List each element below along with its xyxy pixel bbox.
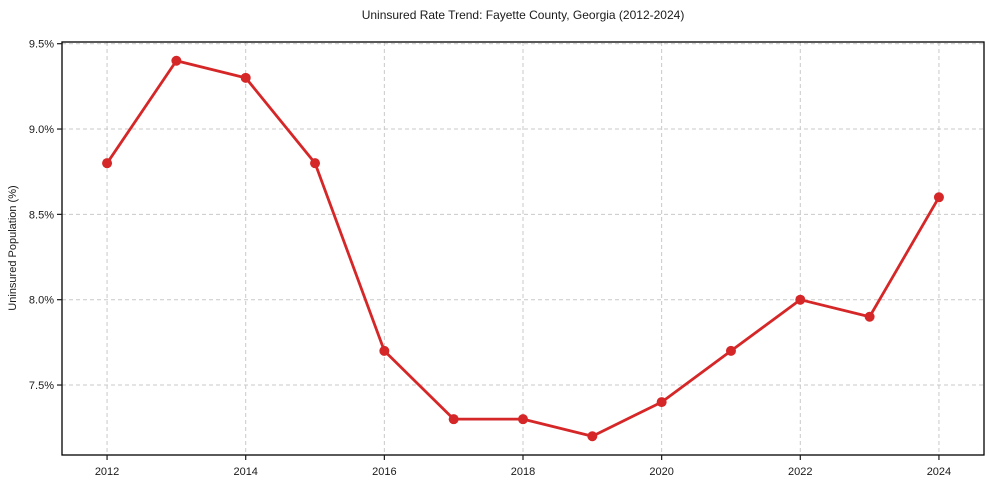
x-tick-label: 2018 <box>511 466 535 478</box>
y-tick-label: 8.5% <box>29 209 54 221</box>
x-tick-label: 2016 <box>372 466 396 478</box>
chart-title: Uninsured Rate Trend: Fayette County, Ge… <box>361 8 685 22</box>
y-tick-label: 9.5% <box>29 39 54 51</box>
data-point-2020 <box>656 397 667 408</box>
data-point-2024 <box>933 192 944 203</box>
x-tick-label: 2022 <box>788 466 812 478</box>
data-point-2015 <box>310 158 321 169</box>
x-tick-label: 2020 <box>649 466 673 478</box>
data-point-2012 <box>102 158 113 169</box>
data-point-2014 <box>240 72 251 83</box>
data-point-2017 <box>448 414 459 425</box>
data-point-2021 <box>725 345 736 356</box>
x-tick-label: 2014 <box>233 466 257 478</box>
y-tick-label: 7.5% <box>29 380 54 392</box>
data-point-2016 <box>379 345 390 356</box>
data-point-2022 <box>795 294 806 305</box>
data-point-2018 <box>518 414 528 425</box>
x-tick-label: 2024 <box>927 466 951 478</box>
y-tick-label: 8.0% <box>29 295 54 307</box>
data-point-2023 <box>864 311 875 322</box>
data-point-2019 <box>587 431 598 442</box>
y-tick-label: 9.0% <box>29 124 54 136</box>
data-point-2013 <box>171 55 182 66</box>
x-tick-label: 2012 <box>95 466 119 478</box>
